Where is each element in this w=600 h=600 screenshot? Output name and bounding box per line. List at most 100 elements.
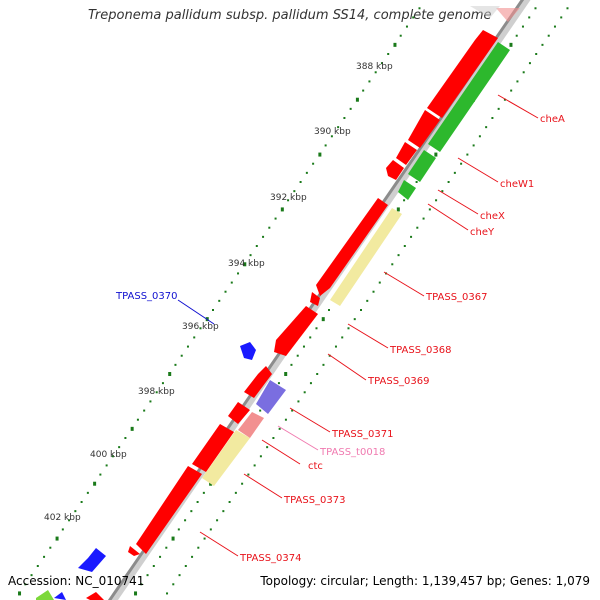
scale-dot	[268, 226, 271, 229]
gene-label-TPASS_0368[interactable]: TPASS_0368	[389, 345, 451, 356]
genome-title: Treponema pallidum subsp. pallidum SS14,…	[88, 8, 492, 23]
scale-dot	[303, 391, 306, 394]
scale-dot	[149, 400, 152, 403]
gene-TPASS_0371[interactable]	[228, 402, 250, 424]
scale-dot	[293, 190, 296, 193]
gene-TPASS_0374[interactable]	[128, 546, 140, 556]
scale-dot	[178, 574, 181, 577]
scale-dot	[36, 565, 39, 567]
scale-dot	[412, 16, 415, 19]
gene-label-TPASS_0369[interactable]: TPASS_0369	[367, 376, 429, 387]
gene-green-bottom[interactable]	[36, 590, 54, 600]
gene-TPASS_0369[interactable]	[244, 366, 272, 398]
gene-green-1[interactable]	[428, 42, 510, 152]
scale-dot	[516, 80, 519, 83]
gene-label-ctc[interactable]: ctc	[308, 461, 323, 472]
scale-dot	[86, 491, 89, 494]
gene-label-TPASS_t0018[interactable]: TPASS_t0018	[319, 447, 385, 458]
gene-ctc[interactable]	[192, 424, 234, 472]
gene-TPASS_0373[interactable]	[132, 466, 202, 554]
gene-blue-edge[interactable]	[54, 592, 66, 600]
gene-label-cheY[interactable]: cheY	[470, 227, 495, 238]
gene-TPASS_0367[interactable]	[316, 198, 388, 296]
scale-dot	[99, 473, 102, 476]
gene-blue-bottom[interactable]	[78, 548, 106, 572]
scale-dot	[318, 152, 322, 157]
scale-dot	[415, 181, 418, 183]
scale-dot	[330, 135, 333, 138]
scale-dot	[159, 555, 162, 558]
gene-TPASS_t0018[interactable]	[238, 412, 264, 438]
scale-dot	[130, 426, 134, 431]
scale-dot	[259, 409, 262, 412]
scale-dot	[541, 43, 544, 46]
leader-TPASS_0369	[327, 353, 367, 381]
scale-dot	[184, 565, 187, 567]
scale-dot	[309, 336, 312, 339]
scale-dot	[80, 501, 83, 503]
gene-label-TPASS_0373[interactable]: TPASS_0373	[283, 495, 345, 506]
scale-dot	[174, 363, 177, 366]
gene-cheA[interactable]	[427, 30, 498, 118]
scale-dot	[553, 25, 556, 28]
scale-dot	[218, 299, 221, 302]
scale-dot	[272, 437, 275, 439]
scale-dot	[434, 152, 438, 157]
scale-dot	[334, 345, 337, 348]
gene-green-2[interactable]	[408, 150, 436, 182]
scale-dot	[228, 501, 231, 503]
scale-dot	[43, 555, 46, 558]
scale-dot	[247, 473, 250, 476]
gene-top-grey[interactable]	[470, 6, 500, 18]
tick-label: 392 kbp	[270, 193, 307, 203]
gene-top-pink[interactable]	[496, 8, 520, 22]
gene-cheW1[interactable]	[408, 110, 440, 148]
scale-dot	[146, 574, 149, 577]
scale-dot	[280, 207, 284, 212]
leader-cheX	[437, 189, 479, 215]
scale-dot	[161, 382, 164, 385]
gene-label-TPASS_0367[interactable]: TPASS_0367	[425, 292, 487, 303]
scale-dot	[522, 71, 525, 74]
gene-label-cheA[interactable]: cheA	[540, 114, 565, 125]
scale-dot	[55, 536, 59, 541]
gene-label-TPASS_0370[interactable]: TPASS_0370	[115, 291, 177, 302]
gene-cheY[interactable]	[386, 160, 404, 180]
gene-TPASS_0370[interactable]	[240, 342, 256, 360]
scale-dot	[222, 510, 225, 513]
scale-dot	[399, 34, 402, 37]
scale-tick-labels: 388 kbp 390 kbp 392 kbp 394 kbp 396 kbp …	[44, 62, 393, 523]
scale-dot	[497, 107, 500, 110]
gene-TPASS_0368[interactable]	[274, 306, 318, 356]
gene-highlight-TPASS_0367[interactable]	[330, 208, 402, 306]
scale-dot	[284, 418, 287, 421]
scale-dot	[341, 336, 344, 339]
scale-dot	[368, 80, 371, 83]
gene-label-cheW1[interactable]: cheW1	[500, 179, 534, 190]
leader-cheW1	[457, 157, 499, 183]
scale-dot	[466, 153, 469, 156]
scale-dot	[328, 309, 330, 311]
scale-dot	[291, 409, 294, 412]
gene-label-TPASS_0371[interactable]: TPASS_0371	[331, 429, 393, 440]
scale-dot	[410, 235, 413, 238]
gene-bottom-edge[interactable]	[86, 592, 104, 600]
tick-label: 396 kbp	[182, 322, 219, 332]
scale-dot	[171, 536, 175, 541]
scale-dot	[485, 126, 488, 129]
gene-TPASS_0371-purple[interactable]	[256, 380, 286, 414]
accession-text: Accession: NC_010741	[8, 574, 145, 588]
scale-dot	[287, 199, 290, 202]
scale-dot	[255, 245, 258, 247]
gene-cheX[interactable]	[396, 142, 417, 165]
scale-dot	[152, 565, 155, 567]
scale-dot	[510, 89, 513, 92]
tick-label: 394 kbp	[228, 259, 265, 269]
scale-dot	[403, 199, 406, 202]
gene-label-cheX[interactable]: cheX	[480, 211, 505, 222]
gene-TPASS_0367-b[interactable]	[310, 292, 320, 306]
scale-dot	[428, 208, 431, 211]
gene-green-3[interactable]	[398, 180, 416, 200]
gene-label-TPASS_0374[interactable]: TPASS_0374	[239, 553, 301, 564]
gene-highlight-TPASS_0373[interactable]	[202, 430, 250, 486]
